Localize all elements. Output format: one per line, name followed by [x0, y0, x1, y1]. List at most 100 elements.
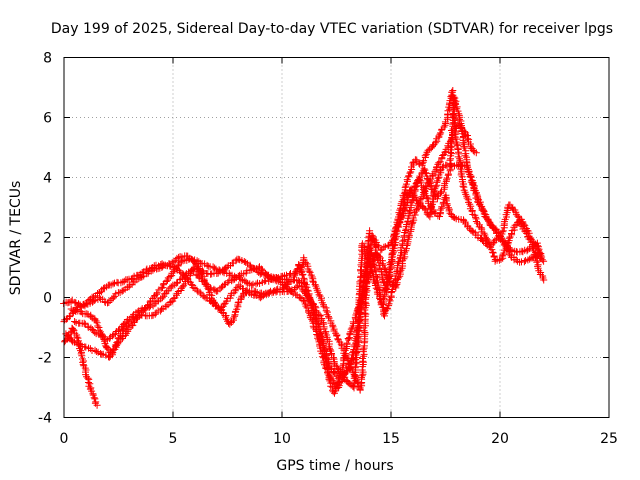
data-point: [286, 271, 294, 279]
data-point: [299, 279, 307, 287]
data-point: [446, 161, 454, 169]
y-axis: -4 -2 0 2 4 6 8: [38, 51, 609, 427]
data-point: [100, 285, 108, 292]
data-point: [499, 227, 507, 235]
data-point: [368, 233, 376, 241]
data-point: [226, 320, 234, 328]
data-point: [383, 305, 391, 313]
data-point: [326, 344, 333, 352]
data-point: [465, 198, 472, 206]
data-point: [538, 256, 546, 264]
data-point: [90, 394, 98, 402]
data-point: [359, 346, 367, 354]
data-point: [121, 319, 129, 327]
data-point: [460, 186, 468, 194]
data-point: [437, 129, 445, 137]
data-point: [252, 288, 260, 296]
data-point: [379, 296, 387, 304]
data-point: [472, 149, 480, 157]
data-point: [507, 245, 514, 253]
data-point: [422, 169, 430, 177]
data-point: [434, 174, 442, 182]
x-tick-label: 10: [273, 431, 291, 447]
data-point: [290, 269, 298, 277]
data-point: [167, 283, 175, 291]
data-point: [64, 299, 72, 307]
data-point: [94, 322, 102, 330]
data-point: [235, 255, 243, 263]
data-point: [378, 303, 386, 311]
data-point: [226, 294, 234, 302]
data-point: [436, 130, 444, 138]
data-point: [322, 307, 330, 315]
data-point: [71, 318, 79, 325]
data-point: [70, 326, 78, 334]
data-point: [401, 183, 409, 191]
data-point: [305, 267, 313, 275]
data-point: [333, 332, 341, 340]
data-point: [195, 258, 203, 266]
data-point: [537, 251, 545, 259]
y-tick-label: -2: [38, 351, 52, 367]
data-point: [300, 297, 307, 304]
data-point: [173, 254, 181, 262]
data-point: [478, 206, 486, 214]
data-point: [386, 297, 394, 305]
data-point: [86, 345, 94, 353]
data-point: [103, 344, 111, 352]
data-point: [181, 271, 189, 279]
data-point: [480, 229, 488, 237]
data-point: [413, 205, 421, 213]
data-point: [535, 267, 543, 275]
data-point: [425, 211, 433, 219]
data-point: [329, 354, 337, 362]
data-point: [356, 278, 364, 286]
data-point: [77, 350, 85, 358]
data-point: [372, 284, 380, 292]
data-point: [445, 170, 452, 178]
data-point: [395, 258, 403, 266]
data-point: [535, 245, 543, 253]
data-point: [69, 326, 77, 334]
data-point: [467, 173, 475, 181]
data-point: [67, 298, 75, 306]
data-point: [96, 294, 104, 302]
data-point: [354, 345, 362, 353]
data-point: [153, 290, 161, 298]
data-point: [243, 267, 251, 275]
data-point: [166, 273, 174, 280]
y-axis-label: SDTVAR / TECUs: [8, 181, 24, 296]
data-point: [448, 127, 455, 134]
data-point: [76, 301, 84, 309]
data-point: [389, 286, 396, 293]
data-point: [406, 208, 414, 216]
data-point: [93, 401, 101, 409]
data-point: [203, 261, 211, 269]
data-point: [326, 363, 334, 371]
data-point: [292, 284, 300, 291]
data-point: [396, 216, 404, 224]
data-point: [489, 249, 497, 257]
data-point: [286, 287, 294, 295]
data-point: [120, 277, 128, 285]
data-point: [200, 293, 208, 301]
data-point: [170, 257, 178, 265]
data-point: [408, 190, 416, 197]
data-point: [84, 374, 92, 382]
data-point: [498, 252, 506, 260]
data-point: [144, 302, 151, 310]
data-point: [389, 249, 397, 257]
data-point: [386, 266, 394, 273]
data-point: [418, 193, 426, 201]
data-point: [77, 347, 84, 355]
data-point: [347, 364, 355, 372]
data-point: [470, 185, 478, 192]
data-point: [237, 275, 245, 283]
data-point: [92, 348, 100, 355]
data-point: [435, 132, 443, 140]
y-tick-label: 0: [43, 291, 52, 307]
data-point: [197, 268, 205, 276]
data-point: [89, 297, 97, 305]
data-point: [408, 219, 416, 227]
chart-title: Day 199 of 2025, Sidereal Day-to-day VTE…: [51, 21, 613, 37]
